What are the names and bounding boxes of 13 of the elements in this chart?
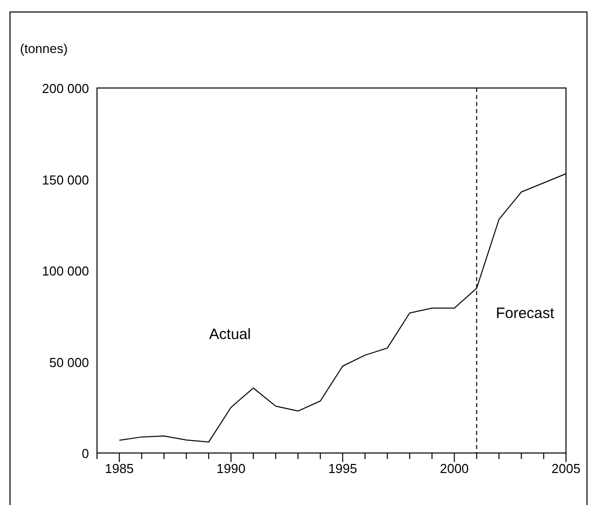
y-tick-label: 100 000: [42, 264, 89, 278]
x-tick-label: 1985: [104, 461, 134, 476]
y-tick-label: 150 000: [42, 172, 89, 188]
x-tick-label: 2000: [440, 461, 469, 476]
x-tick-label: 1990: [216, 461, 246, 476]
annotation: Actual: [209, 326, 251, 343]
y-tick-label: 200 000: [42, 81, 89, 96]
y-tick-label: 0: [82, 446, 89, 461]
x-tick-label: 2005: [552, 461, 580, 476]
y-tick-label: 50 000: [49, 354, 89, 370]
y-axis-title: (tonnes): [20, 41, 68, 56]
annotation: Forecast: [496, 305, 556, 322]
x-tick-label: 1995: [328, 461, 358, 476]
